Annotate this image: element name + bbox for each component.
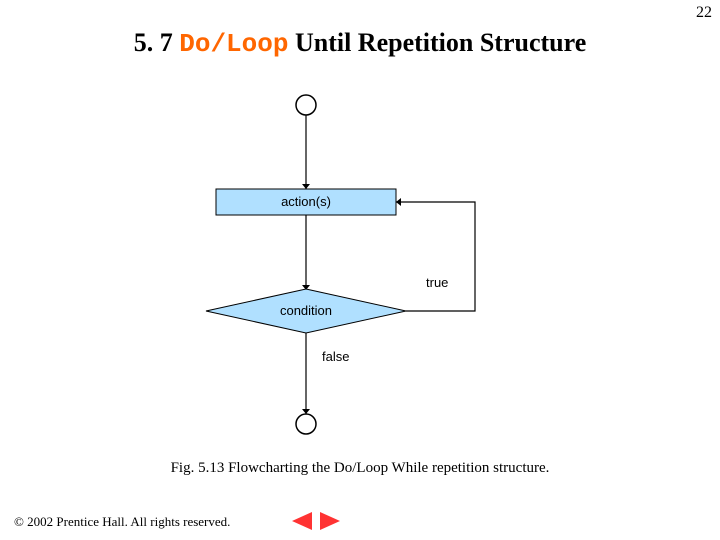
copyright-footer: © 2002 Prentice Hall. All rights reserve… — [14, 514, 230, 530]
svg-text:false: false — [322, 349, 349, 364]
title-keyword: Do/Loop — [179, 29, 288, 59]
svg-text:condition: condition — [280, 303, 332, 318]
svg-text:action(s): action(s) — [281, 194, 331, 209]
title-section: 5. 7 — [134, 28, 173, 57]
title-rest: Until Repetition Structure — [295, 28, 586, 57]
page-number: 22 — [696, 4, 712, 22]
figure-caption: Fig. 5.13 Flowcharting the Do/Loop While… — [0, 460, 720, 477]
nav-buttons — [290, 510, 342, 532]
next-button[interactable] — [320, 512, 340, 530]
page-title: 5. 7 Do/Loop Until Repetition Structure — [0, 28, 720, 59]
prev-button[interactable] — [292, 512, 312, 530]
copyright-symbol: © — [14, 514, 24, 529]
copyright-text: 2002 Prentice Hall. All rights reserved. — [24, 514, 231, 529]
svg-text:true: true — [426, 275, 448, 290]
flowchart-diagram: true false action(s) condition — [0, 80, 720, 450]
